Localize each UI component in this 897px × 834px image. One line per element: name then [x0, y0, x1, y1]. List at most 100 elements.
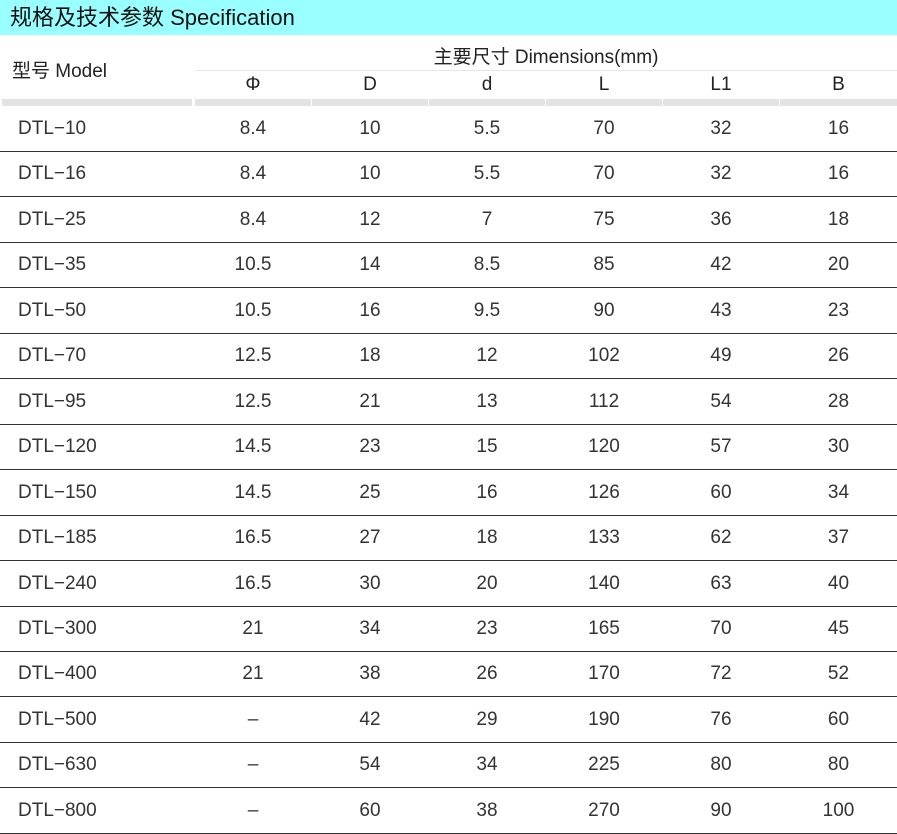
dimension-cell: 18: [359, 345, 381, 367]
column-header: Φ: [245, 74, 261, 95]
dimension-cell: 133: [588, 527, 620, 549]
header-divider: [195, 70, 897, 71]
dimension-cell: 18: [476, 527, 498, 549]
dimension-cell: 80: [710, 754, 732, 776]
dimension-cell: 14.5: [234, 481, 272, 503]
dimension-cell: 10.5: [234, 254, 272, 276]
dimension-cell: 57: [710, 436, 732, 458]
header-bar: [663, 99, 779, 106]
table-row: DTL−16 8.4 10 5.5 70 32 16: [0, 151, 897, 198]
dimension-cell: 10: [359, 163, 381, 185]
dimension-cell: 70: [593, 163, 615, 185]
dimension-cell: 12: [476, 345, 498, 367]
header-bar: [780, 99, 897, 106]
dimension-cell: 85: [593, 254, 615, 276]
dimension-cell: 14: [359, 254, 381, 276]
dimension-cell: 29: [476, 708, 498, 730]
dimension-cell: 38: [476, 799, 498, 821]
dimension-cell: 62: [710, 527, 732, 549]
dimension-cell: 12.5: [234, 390, 272, 412]
dimension-cell: 16.5: [234, 572, 272, 594]
model-cell: DTL−16: [18, 163, 87, 185]
table-row: DTL−150 14.5 25 16 126 60 34: [0, 470, 897, 516]
table-row: DTL−95 12.5 21 13 112 54 28: [0, 379, 897, 425]
dimension-cell: 5.5: [473, 118, 501, 139]
dimension-cell: 38: [359, 663, 381, 685]
dimension-cell: 54: [710, 390, 732, 412]
dimension-cell: 23: [476, 617, 498, 639]
dimension-cell: 170: [588, 663, 620, 685]
table-row: DTL−25 8.4 12 7 75 36 18: [0, 197, 897, 243]
table-row: DTL−400 21 38 26 170 72 52: [0, 651, 897, 698]
table-row: DTL−300 21 34 23 165 70 45: [0, 606, 897, 652]
column-header: L1: [710, 74, 732, 95]
dimension-cell: 37: [827, 527, 850, 549]
dimension-cell: 36: [710, 208, 732, 230]
dimension-cell: 18: [827, 208, 850, 230]
dimension-cell: 23: [359, 436, 381, 458]
dimension-cell: 54: [359, 754, 381, 776]
model-cell: DTL−500: [18, 708, 97, 730]
dimension-cell: –: [247, 708, 259, 730]
column-header: d: [481, 74, 493, 95]
dimension-cell: 8.4: [239, 163, 267, 185]
table-row: DTL−185 16.5 27 18 133 62 37: [0, 515, 897, 562]
header-bar: [195, 99, 311, 106]
dimension-cell: 100: [822, 799, 855, 821]
table-row: DTL−10 8.4 10 5.5 70 32 16: [0, 106, 897, 152]
dimension-cell: 9.5: [473, 299, 501, 321]
table-row: DTL−630 – 54 34 225 80 80: [0, 742, 897, 789]
model-cell: DTL−95: [18, 390, 87, 412]
dimension-cell: 80: [827, 754, 850, 776]
dimension-cell: 15: [476, 436, 498, 458]
model-column-header: 型号 Model: [12, 61, 108, 82]
dimension-cell: 21: [242, 617, 264, 639]
dimension-cell: 120: [588, 436, 620, 458]
dimension-cell: 32: [710, 118, 732, 139]
dimension-cell: 7: [481, 208, 493, 230]
dimension-cell: 90: [593, 299, 615, 321]
dimension-cell: 10.5: [234, 299, 272, 321]
dimension-cell: 225: [588, 754, 620, 776]
dimension-cell: 27: [359, 527, 381, 549]
dimension-cell: 14.5: [234, 436, 272, 458]
dimension-cell: 42: [359, 708, 381, 730]
dimension-cell: 32: [710, 163, 732, 185]
dimension-cell: 72: [710, 663, 732, 685]
dimension-cell: 13: [476, 390, 498, 412]
dimension-cell: 8.4: [239, 208, 267, 230]
dimension-cell: 270: [588, 799, 620, 821]
dimension-cell: 165: [588, 617, 620, 639]
dimension-cell: 20: [476, 572, 498, 594]
model-cell: DTL−25: [18, 208, 87, 230]
dimension-cell: 63: [710, 572, 732, 594]
dimension-cell: 28: [827, 390, 850, 412]
dimension-cell: 30: [827, 436, 850, 458]
model-cell: DTL−35: [18, 254, 87, 276]
model-cell: DTL−240: [18, 572, 97, 594]
table-row: DTL−800 – 60 38 270 90 100: [0, 788, 897, 834]
table-row: DTL−500 – 42 29 190 76 60: [0, 697, 897, 743]
dimension-cell: 8.5: [473, 254, 501, 276]
header-bar: [429, 99, 545, 106]
dimension-cell: 16: [359, 299, 381, 321]
dimension-cell: 16.5: [234, 527, 272, 549]
dimension-cell: 25: [359, 481, 381, 503]
table-row: DTL−35 10.5 14 8.5 85 42 20: [0, 242, 897, 289]
header-bar: [2, 99, 192, 106]
dimension-cell: 140: [588, 572, 620, 594]
dimension-cell: 75: [593, 208, 615, 230]
dimension-cell: 23: [827, 299, 850, 321]
model-cell: DTL−10: [18, 118, 87, 139]
column-header: D: [363, 74, 377, 95]
dimension-cell: 126: [588, 481, 620, 503]
dimension-cell: 26: [476, 663, 498, 685]
model-cell: DTL−70: [18, 345, 87, 367]
dimension-cell: 45: [827, 617, 850, 639]
dimension-cell: 12.5: [234, 345, 272, 367]
dimension-cell: 16: [827, 118, 850, 139]
dimension-cell: 70: [710, 617, 732, 639]
header-bar: [546, 99, 662, 106]
dimension-cell: 8.4: [239, 118, 267, 139]
table-row: DTL−120 14.5 23 15 120 57 30: [0, 424, 897, 471]
